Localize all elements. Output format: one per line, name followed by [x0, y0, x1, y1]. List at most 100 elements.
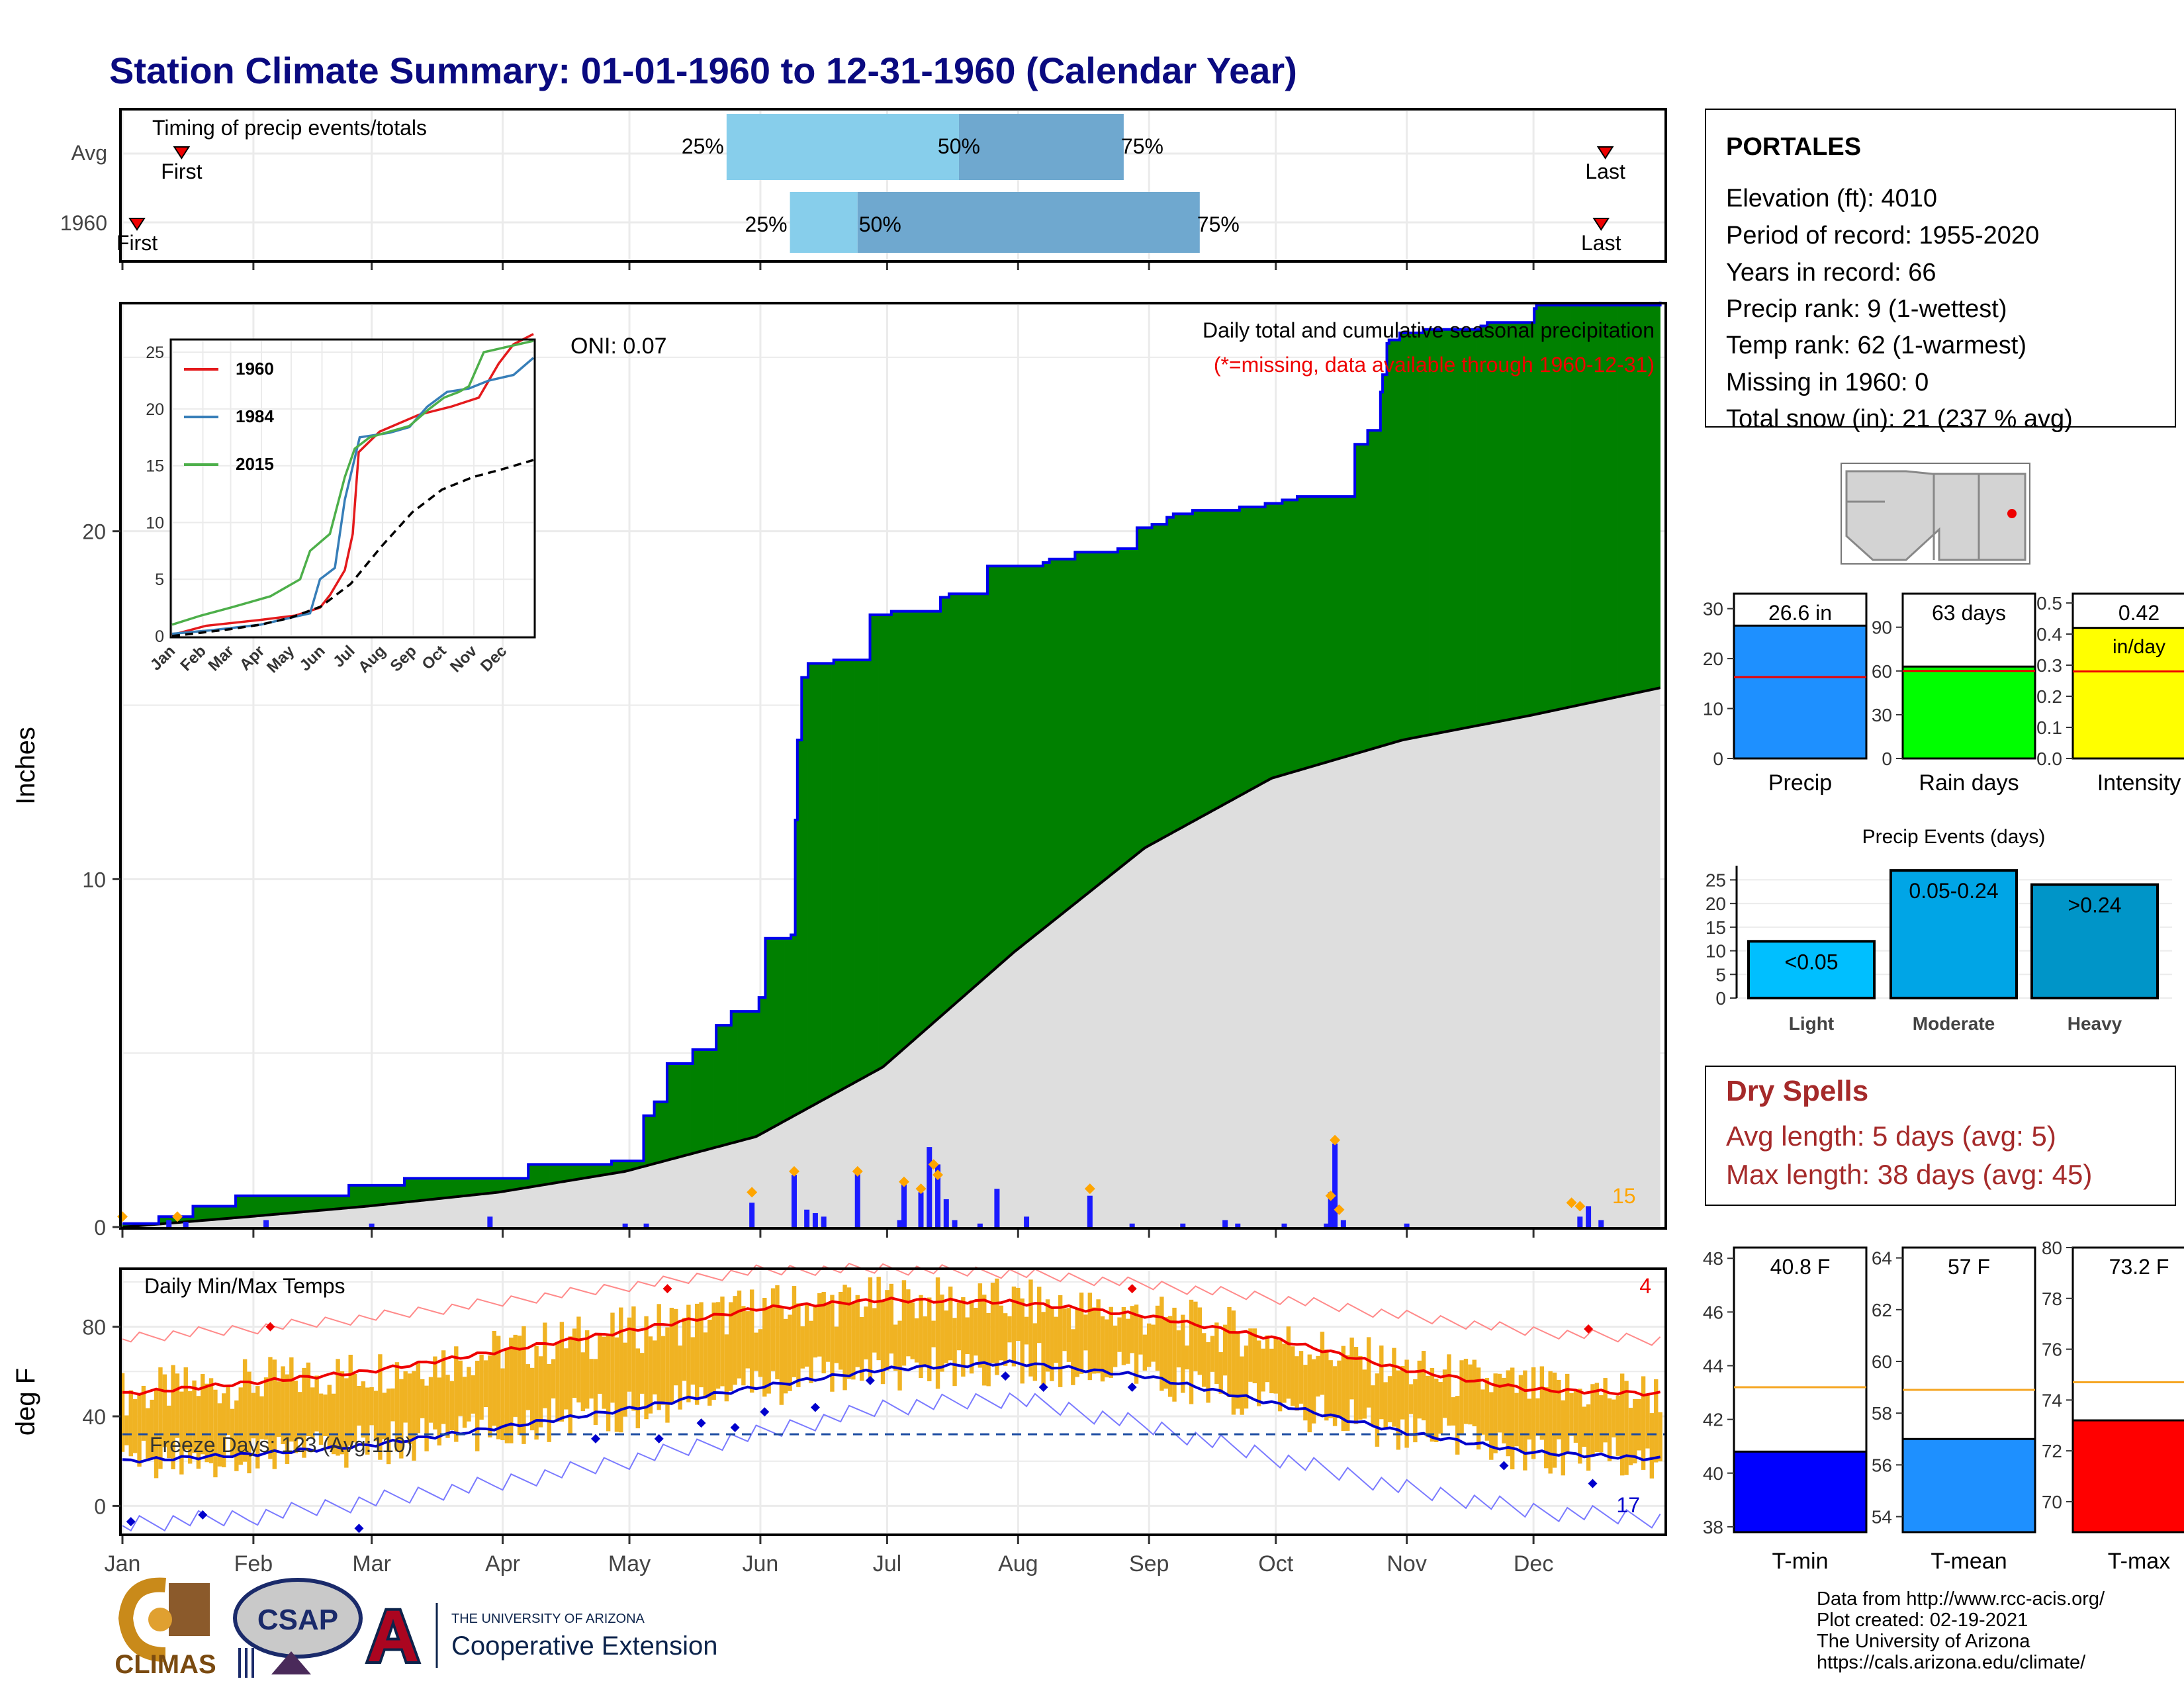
inset-ytick-label: 0	[155, 627, 164, 646]
above-average-area	[784, 938, 787, 1122]
daily-temp-bar	[382, 1393, 387, 1440]
above-average-area	[677, 1063, 680, 1158]
daily-precip-bar	[943, 1199, 949, 1227]
above-average-area	[329, 1195, 332, 1210]
above-average-area	[590, 1164, 593, 1177]
above-average-area	[451, 1178, 454, 1198]
above-average-area	[1279, 503, 1283, 776]
above-average-area	[1305, 496, 1308, 769]
above-average-area	[1404, 332, 1406, 741]
daily-temp-bar	[158, 1367, 163, 1469]
above-average-area	[205, 1206, 208, 1220]
daily-temp-bar	[1248, 1328, 1253, 1382]
daily-precip-bar	[1586, 1206, 1592, 1227]
events-bar-light	[1747, 940, 1876, 1000]
daily-record-diamond	[1574, 1201, 1586, 1212]
daily-temp-bar	[1548, 1371, 1553, 1474]
above-average-area	[487, 1178, 490, 1194]
daily-precip-bar	[1598, 1220, 1604, 1227]
above-average-area	[316, 1195, 320, 1211]
above-average-area	[818, 663, 821, 1103]
above-average-area	[1459, 329, 1462, 729]
above-average-area	[1395, 340, 1398, 743]
above-average-area	[692, 1049, 696, 1154]
above-average-area	[293, 1195, 296, 1213]
station-line: Temp rank: 62 (1-warmest)	[1726, 332, 2026, 359]
daily-temp-bar	[690, 1337, 695, 1385]
above-average-area	[1527, 322, 1531, 717]
daily-temp-bar	[935, 1277, 940, 1389]
above-average-area	[735, 1011, 738, 1143]
above-average-area	[1094, 551, 1097, 889]
above-average-area	[433, 1178, 437, 1200]
last-event-marker	[1592, 218, 1610, 231]
above-average-area	[1147, 527, 1150, 847]
daily-precip-bar	[1222, 1220, 1228, 1227]
record-low-diamond	[730, 1422, 740, 1432]
daily-temp-bar	[1404, 1359, 1409, 1448]
daily-temp-bar	[289, 1357, 294, 1442]
record-high-diamond	[662, 1284, 672, 1294]
daily-temp-bar	[572, 1328, 577, 1398]
above-average-area	[946, 597, 950, 1012]
above-average-area	[1442, 329, 1445, 733]
above-average-area	[588, 1164, 591, 1178]
inset-legend-label: 2015	[236, 454, 274, 474]
above-average-area	[477, 1178, 480, 1195]
record-low-diamond	[654, 1434, 664, 1443]
above-average-area	[558, 1164, 561, 1183]
daily-temp-bar	[428, 1377, 433, 1423]
above-average-area	[619, 1160, 623, 1173]
above-average-area	[1128, 548, 1131, 862]
above-average-area	[750, 1011, 753, 1139]
daily-precip-bar	[183, 1222, 189, 1227]
above-average-area	[1502, 322, 1505, 721]
first-label: First	[116, 231, 158, 255]
daily-temp-bar	[1557, 1379, 1561, 1440]
daily-temp-bar	[1109, 1306, 1113, 1378]
daily-temp-bar	[606, 1335, 611, 1432]
above-average-area	[259, 1195, 262, 1216]
daily-temp-bar	[1218, 1352, 1223, 1394]
daily-temp-bar	[1349, 1338, 1354, 1400]
daily-precip-bar	[952, 1220, 958, 1227]
daily-temp-bar	[914, 1318, 919, 1363]
above-average-area	[502, 1178, 505, 1192]
above-average-area	[543, 1164, 546, 1185]
above-average-area	[1019, 565, 1022, 948]
cold-record-count: 17	[1616, 1493, 1640, 1517]
above-average-area	[1467, 329, 1471, 728]
summary-axis-label: Rain days	[1919, 770, 2019, 796]
above-average-area	[383, 1185, 386, 1205]
month-label: Jan	[105, 1551, 141, 1577]
above-average-area	[829, 663, 832, 1097]
summary-ytick-label: 0.0	[2036, 749, 2062, 769]
above-average-area	[831, 663, 834, 1096]
temp-ylabel: deg F	[11, 1368, 40, 1436]
daily-temp-bar	[931, 1320, 936, 1348]
above-average-area	[408, 1178, 411, 1203]
daily-temp-bar	[281, 1366, 285, 1445]
temp-title: Daily Min/Max Temps	[144, 1274, 345, 1298]
above-average-area	[760, 997, 764, 1134]
above-average-area	[893, 611, 896, 1058]
daily-temp-bar	[1079, 1292, 1084, 1374]
daily-temp-bar	[458, 1360, 463, 1416]
above-average-area	[530, 1164, 533, 1187]
above-average-area	[720, 1025, 723, 1147]
above-average-area	[1222, 510, 1225, 806]
above-average-area	[1098, 551, 1101, 886]
above-average-area	[1271, 503, 1274, 779]
daily-temp-bar	[551, 1359, 556, 1398]
daily-temp-bar	[1561, 1400, 1565, 1476]
last-label: Last	[1581, 231, 1621, 255]
above-average-area	[1145, 527, 1148, 848]
daily-temp-bar	[196, 1396, 201, 1469]
daily-temp-bar	[754, 1332, 758, 1371]
daily-precip-bar	[622, 1223, 628, 1227]
above-average-area	[574, 1164, 578, 1180]
above-average-area	[737, 1011, 740, 1142]
daily-temp-bar	[378, 1354, 383, 1460]
daily-record-diamond	[933, 1169, 944, 1181]
events-bar-label: >0.24	[2068, 893, 2122, 917]
